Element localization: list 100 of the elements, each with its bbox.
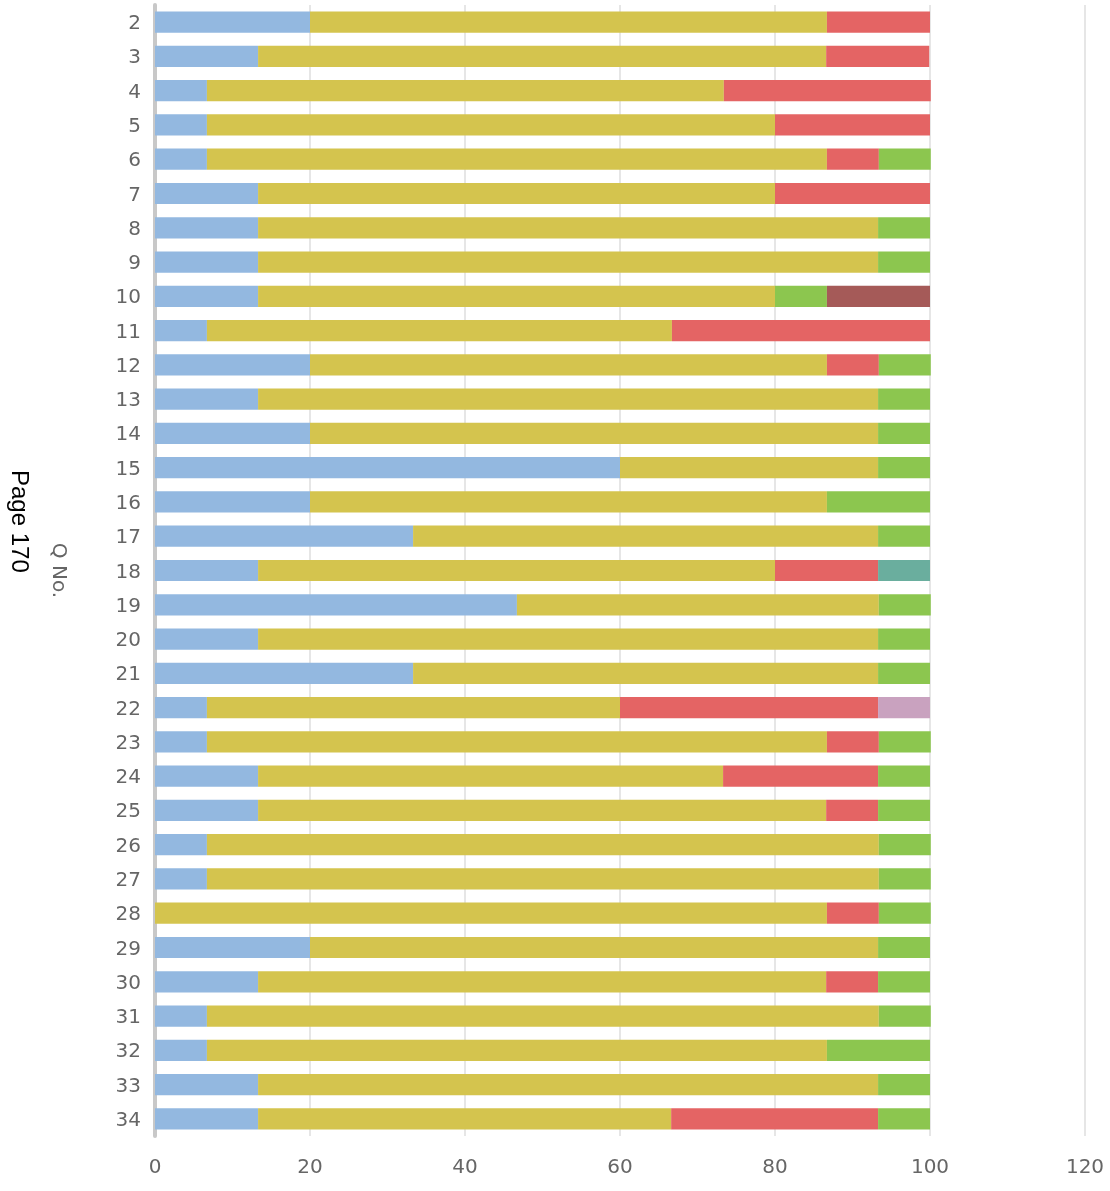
bar [206, 114, 775, 136]
bar [155, 971, 259, 993]
bar [155, 1073, 259, 1096]
y-tick-label: 10 [115, 284, 141, 309]
bar [155, 11, 310, 33]
bar [413, 525, 879, 547]
bar [155, 902, 827, 924]
x-tick-label: 80 [762, 1154, 788, 1178]
y-tick-label: 8 [128, 215, 141, 240]
y-tick-label: 32 [115, 1038, 141, 1063]
y-tick-label: 5 [128, 112, 141, 137]
bar [155, 868, 207, 890]
y-tick-label: 6 [128, 147, 141, 172]
bar [155, 1005, 207, 1027]
bar [775, 182, 930, 205]
bar [155, 628, 259, 650]
bar [878, 354, 931, 376]
bar [155, 251, 259, 273]
bar [155, 354, 310, 376]
y-tick-label: 12 [115, 352, 141, 377]
bar [878, 765, 930, 787]
bar [826, 354, 879, 376]
bar [258, 799, 827, 822]
y-tick-label: 7 [128, 181, 141, 206]
bar [258, 285, 775, 307]
bar [878, 1108, 930, 1130]
bar [206, 731, 827, 753]
bar [206, 319, 672, 342]
y-tick-label: 22 [115, 695, 141, 720]
x-tick-label: 120 [1065, 1154, 1105, 1178]
bar [620, 457, 879, 479]
bar [826, 491, 930, 513]
y-tick-label: 27 [115, 866, 141, 891]
bar [826, 1039, 930, 1061]
bar [310, 936, 879, 959]
y-tick-label: 20 [115, 627, 141, 652]
bar [206, 148, 827, 170]
bar [155, 765, 259, 787]
bar [826, 45, 930, 68]
bar [155, 1108, 259, 1130]
bar [258, 251, 879, 273]
bar [310, 354, 827, 376]
y-tick-label: 29 [115, 935, 141, 960]
bar [258, 217, 879, 239]
y-tick-label: 17 [115, 524, 141, 549]
bar [310, 422, 879, 445]
y-tick-label: 15 [115, 455, 141, 480]
bar [206, 1005, 879, 1027]
bar [878, 799, 930, 822]
bar [310, 11, 827, 33]
bar [878, 457, 930, 479]
bar [206, 80, 724, 102]
y-tick-label: 9 [128, 250, 141, 275]
bar [878, 1073, 930, 1096]
bar [155, 457, 620, 479]
x-tick-label: 40 [452, 1154, 478, 1178]
bar [878, 148, 931, 170]
bar [878, 594, 931, 616]
bar [155, 696, 207, 719]
bar [155, 45, 259, 68]
bar [723, 765, 879, 787]
bar [516, 594, 879, 616]
y-tick-label: 26 [115, 832, 141, 857]
bar [878, 696, 930, 719]
y-tick-label: 28 [115, 901, 141, 926]
bar [826, 11, 930, 33]
x-tick-label: 0 [148, 1154, 162, 1178]
bar [155, 1039, 207, 1061]
bar [723, 80, 931, 102]
bar [258, 388, 879, 410]
bar [258, 1108, 672, 1130]
bar [155, 182, 259, 205]
bar [258, 45, 827, 68]
bar [878, 1005, 931, 1027]
bar [878, 251, 930, 273]
y-tick-label: 16 [115, 489, 141, 514]
bar [155, 80, 207, 102]
bar [258, 182, 775, 205]
bar [155, 285, 259, 307]
bar [155, 834, 207, 856]
bar [620, 696, 879, 719]
bar [155, 525, 414, 547]
bar [775, 559, 879, 582]
bar [155, 217, 259, 239]
bar [155, 422, 310, 445]
bar [878, 388, 930, 410]
bar [206, 696, 620, 719]
bar [878, 525, 930, 547]
bar [878, 971, 930, 993]
y-tick-label: 34 [115, 1106, 141, 1131]
bar [310, 491, 827, 513]
bar [878, 217, 930, 239]
bar [155, 799, 259, 822]
bar [878, 868, 931, 890]
bar [878, 628, 930, 650]
text: Page 170 [6, 470, 34, 573]
bar [258, 1073, 879, 1096]
bar [878, 936, 930, 959]
bar [826, 148, 879, 170]
bar [671, 1108, 879, 1130]
